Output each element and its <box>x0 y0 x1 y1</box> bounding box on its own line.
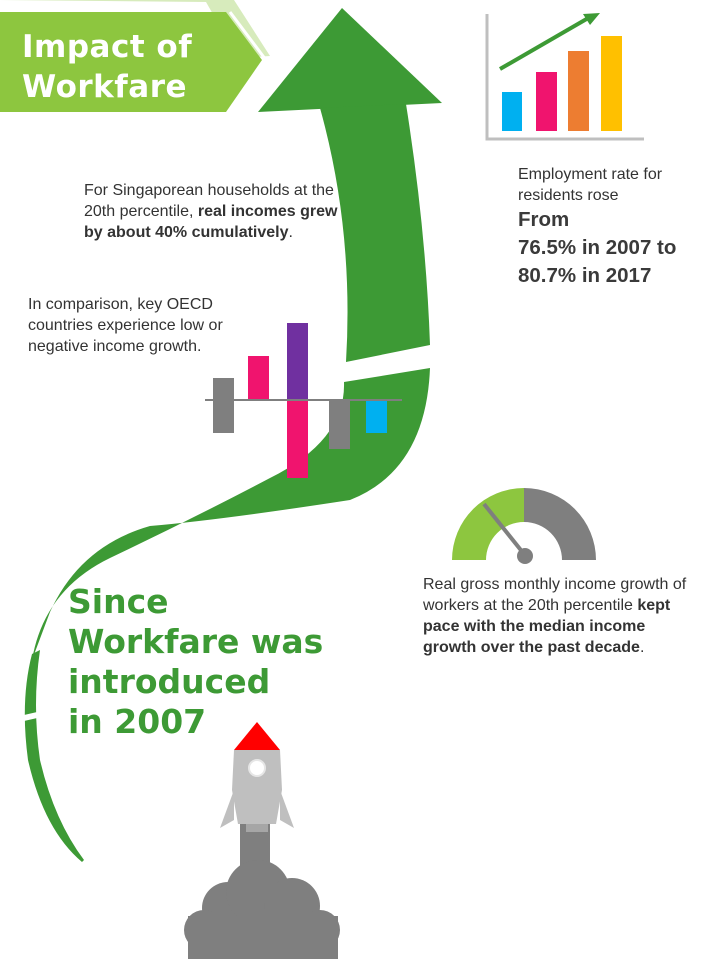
since-line-4: in 2007 <box>68 702 207 741</box>
title-line-1: Impact of <box>22 29 193 65</box>
income-note-bold: real incomes grew by about 40% cumulativ… <box>84 203 338 241</box>
bar-chart-mixed-icon <box>205 323 402 478</box>
gauge-note-bold: kept pace with the median income growth … <box>423 597 671 656</box>
since-line-3: introduced <box>68 662 271 701</box>
bar-chart-growth-icon <box>485 13 644 141</box>
employment-big-1: From <box>518 208 570 231</box>
employment-big-2: 76.5% in 2007 to <box>518 236 677 259</box>
income-note-text: For Singaporean households at the 20th p… <box>84 182 334 220</box>
employment-note: Employment rate for residents rose <box>518 164 708 206</box>
employment-big-3: 80.7% in 2017 <box>518 264 652 287</box>
since-line-1: Since <box>68 582 169 621</box>
rocket-icon <box>184 722 340 959</box>
page-title: Impact of Workfare <box>22 27 252 107</box>
gauge-note: Real gross monthly income growth of work… <box>423 574 688 658</box>
income-note-end: . <box>288 224 293 241</box>
income-note: For Singaporean households at the 20th p… <box>84 180 354 243</box>
oecd-note: In comparison, key OECD countries experi… <box>28 296 223 355</box>
gauge-icon <box>452 488 596 564</box>
since-headline: Since Workfare was introduced in 2007 <box>68 582 398 742</box>
employment-line-2: residents rose <box>518 187 619 204</box>
since-line-2: Workfare was <box>68 622 324 661</box>
employment-line-1: Employment rate for <box>518 166 663 183</box>
employment-rate: From 76.5% in 2007 to 80.7% in 2017 <box>518 206 713 290</box>
gauge-note-end: . <box>639 639 645 656</box>
title-line-2: Workfare <box>22 69 188 105</box>
gauge-note-text: Real gross monthly income growth of work… <box>423 576 687 614</box>
